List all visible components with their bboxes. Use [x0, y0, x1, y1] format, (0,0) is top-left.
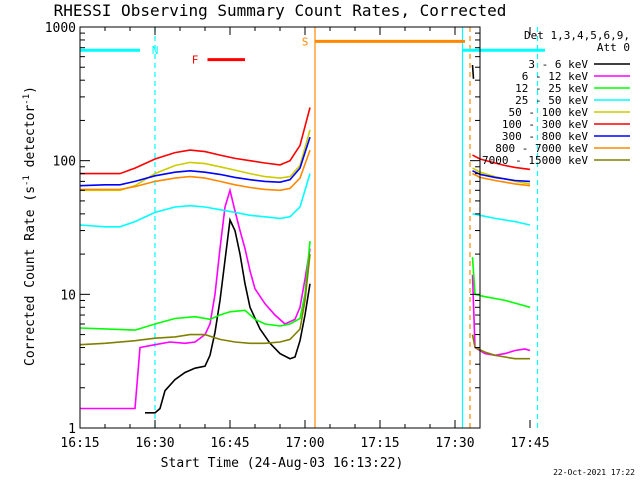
plot-area: N F S — [79, 27, 545, 428]
legend-label-4: 50 - 100 keV — [509, 106, 589, 119]
legend-label-6: 300 - 800 keV — [502, 130, 588, 143]
plot-frame — [79, 26, 481, 429]
x-tick-label-5: 17:30 — [435, 436, 474, 451]
series-line-1-seg-1 — [471, 274, 531, 357]
series-line-1-seg-0 — [80, 187, 311, 410]
y-axis-label-part3: ) — [23, 86, 38, 94]
series-line-5-seg-0 — [80, 107, 311, 175]
y-axis-label-sup2: -1 — [22, 94, 32, 105]
series-line-6-seg-0 — [79, 136, 311, 187]
legend-label-3: 25 - 50 keV — [515, 94, 588, 107]
legend-label-1: 6 - 12 keV — [522, 70, 589, 83]
series-line-2-seg-0 — [79, 241, 311, 331]
y-tick-label-3: 1000 — [45, 21, 76, 36]
series-line-0-seg-0 — [145, 217, 311, 414]
footer-date: 22-Oct-2021 17:22 — [553, 468, 635, 477]
legend-label-8: 7000 - 15000 keV — [482, 154, 588, 167]
chart-title: RHESSI Observing Summary Count Rates, Co… — [54, 1, 507, 20]
series-line-3-seg-0 — [79, 173, 311, 228]
legend-label-7: 800 - 7000 keV — [495, 142, 588, 155]
flag-label-f: F — [192, 54, 199, 67]
x-tick-label-3: 17:00 — [285, 436, 324, 451]
series-line-0-seg-1 — [471, 64, 475, 79]
x-tick-label-6: 17:45 — [510, 436, 549, 451]
x-tick-label-1: 16:30 — [135, 436, 174, 451]
legend-label-5: 100 - 300 keV — [502, 118, 588, 131]
legend-header-line2: Att 0 — [597, 41, 630, 54]
y-tick-label-1: 10 — [60, 288, 76, 303]
legend-header-line1: Det 1,3,4,5,6,9, — [524, 29, 630, 42]
y-tick-label-2: 100 — [53, 155, 76, 170]
legend-label-2: 12 - 25 keV — [515, 82, 588, 95]
legend-label-0: 3 - 6 keV — [528, 58, 588, 71]
series-line-8-seg-0 — [79, 254, 311, 346]
series-line-2-seg-1 — [471, 257, 531, 309]
y-axis-label: Corrected Count Rate (s-1 detector-1) — [22, 86, 38, 366]
axes: 16:15 16:30 16:45 17:00 17:15 17:30 17:45 1 10 10… — [45, 21, 550, 451]
flag-label-n: N — [152, 44, 159, 57]
x-tick-label-2: 16:45 — [210, 436, 249, 451]
y-axis-label-part2: detector — [23, 105, 38, 176]
x-tick-label-0: 16:15 — [60, 436, 99, 451]
flag-label-s: S — [302, 35, 309, 48]
series-line-3-seg-1 — [472, 213, 531, 226]
x-tick-label-4: 17:15 — [360, 436, 399, 451]
y-tick-label-0: 1 — [68, 422, 76, 437]
series-line-8-seg-1 — [471, 334, 530, 360]
series-line-7-seg-0 — [80, 149, 311, 192]
y-axis-label-sup1: -1 — [22, 175, 32, 186]
y-axis-label-part1: Corrected Count Rate (s — [23, 186, 38, 366]
x-axis-label: Start Time (24-Aug-03 16:13:22) — [161, 456, 404, 471]
series-line-5-seg-1 — [472, 154, 531, 171]
series-line-7-seg-1 — [472, 172, 531, 187]
